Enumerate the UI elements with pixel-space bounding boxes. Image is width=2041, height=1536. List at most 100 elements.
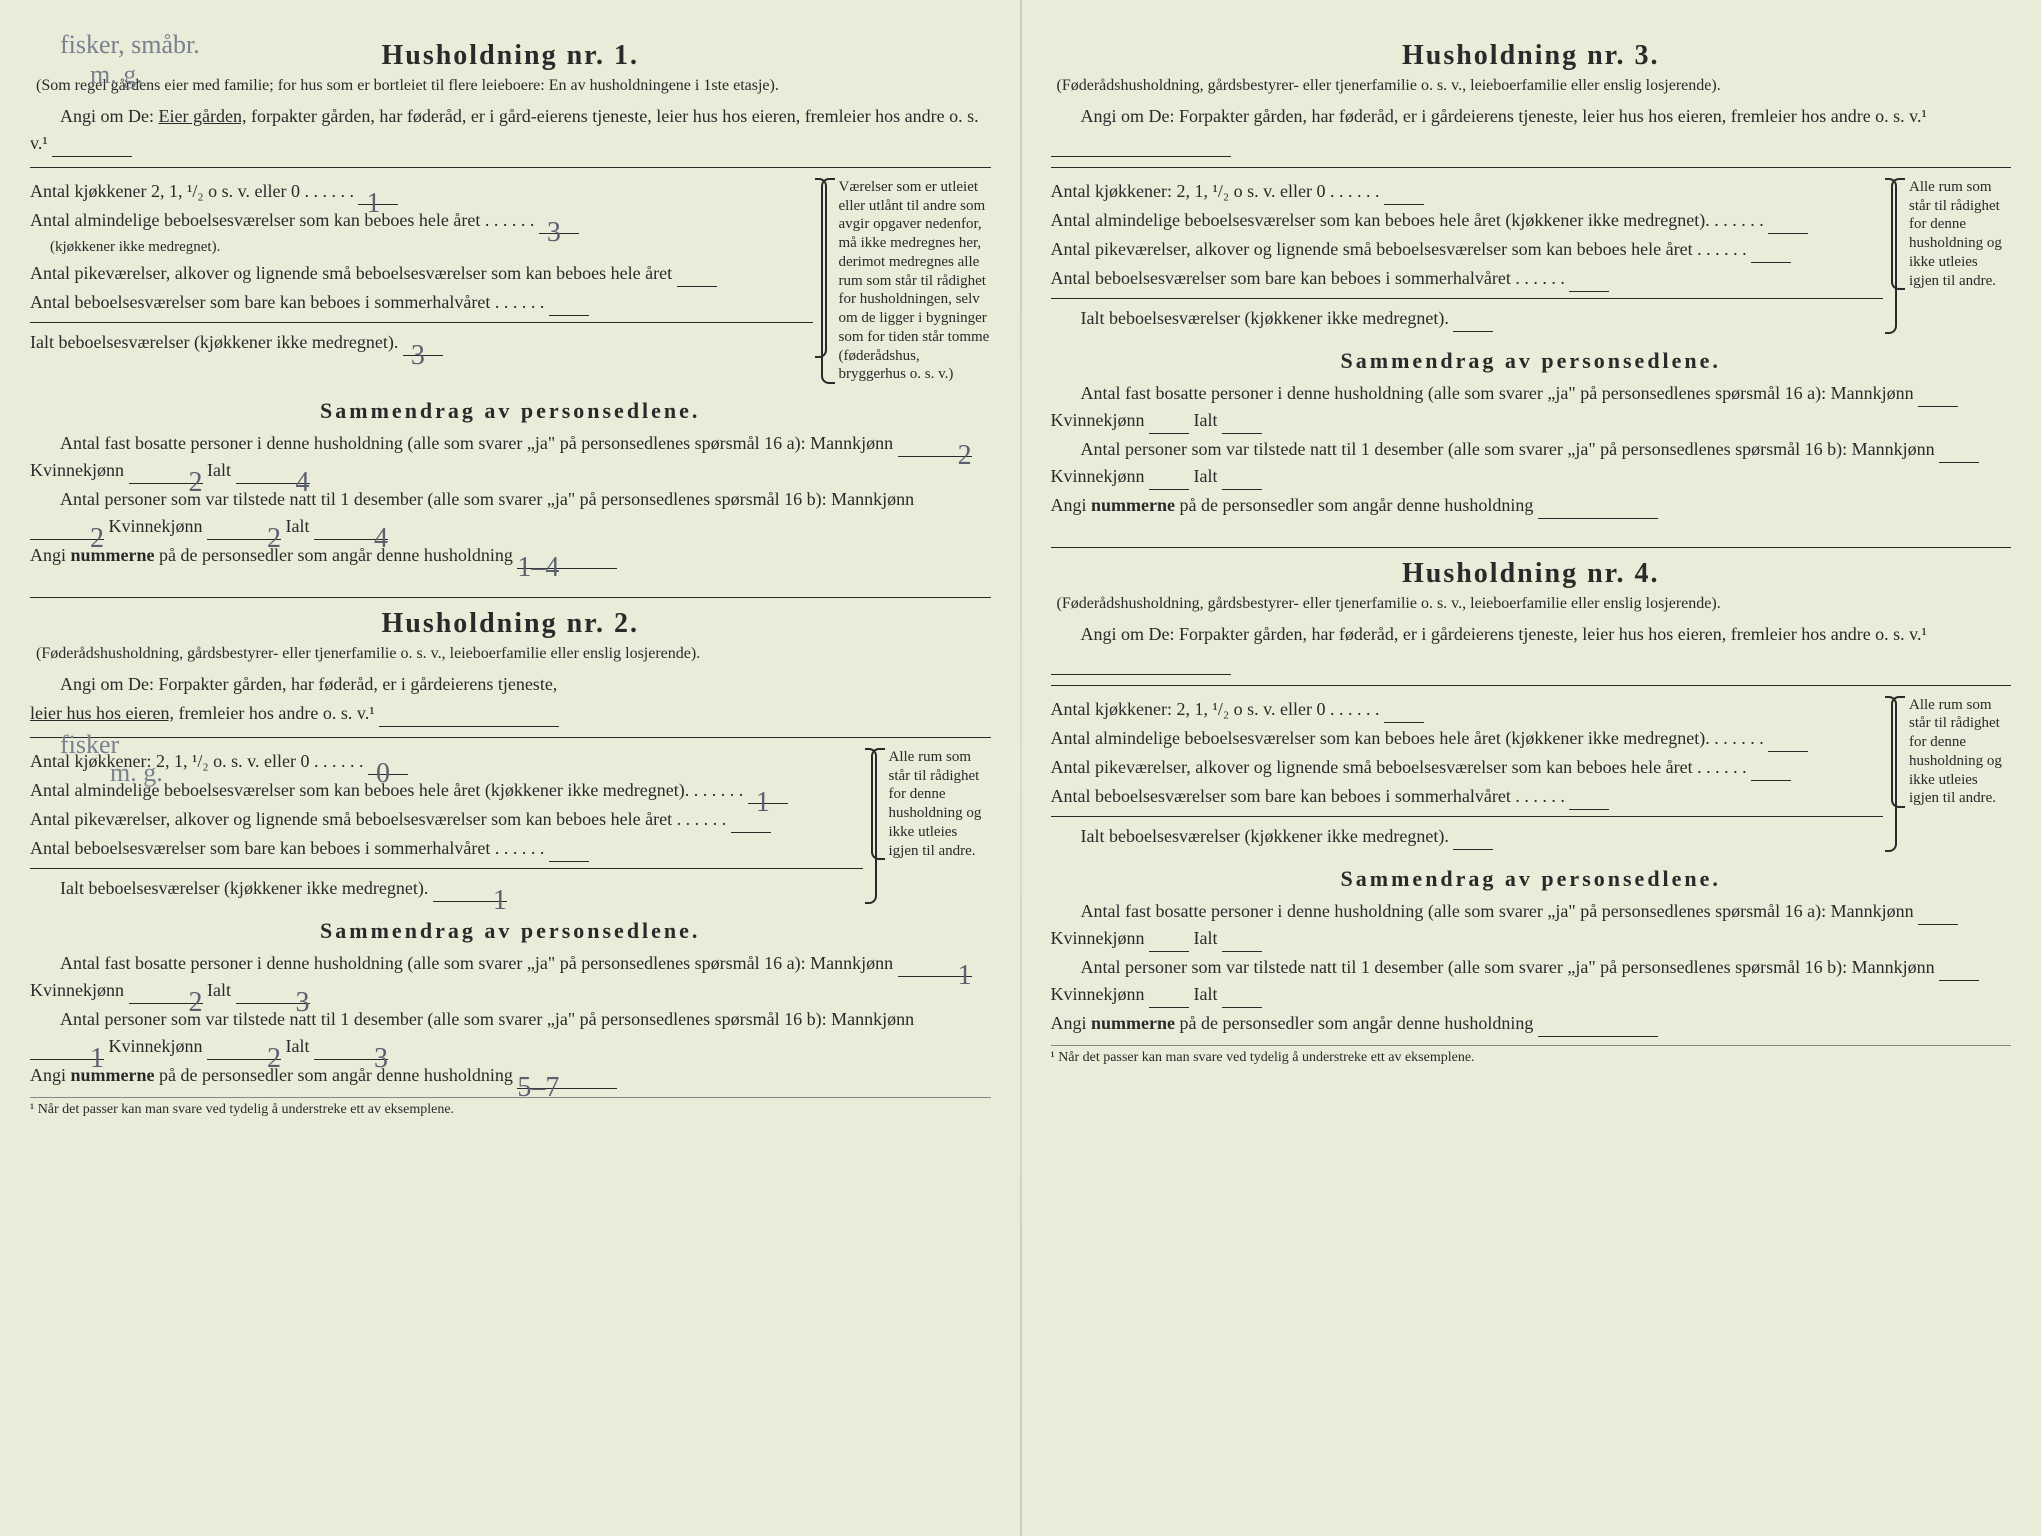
- h4-sum-b: Antal personer som var tilstede natt til…: [1051, 954, 2012, 1008]
- h2-sum-b-kl: Kvinnekjønn: [109, 1036, 203, 1056]
- h4-sum-a-il: Ialt: [1194, 928, 1218, 948]
- h4-nummer-label-pre: Angi: [1051, 1013, 1092, 1033]
- h1-nummer-label-pre: Angi: [30, 545, 71, 565]
- h2-angi-2: leier hus hos eieren, fremleier hos andr…: [30, 700, 991, 727]
- handwriting-h1-a: fisker, småbr.: [60, 30, 200, 60]
- page-fold: [1020, 0, 1022, 1536]
- h1-pike-label: Antal pikeværelser, alkover og lignende …: [30, 263, 672, 283]
- h2-almindelige: Antal almindelige beboelsesværelser som …: [30, 777, 863, 804]
- h2-ialt-label: Ialt beboelsesværelser (kjøkkener ikke m…: [60, 878, 428, 898]
- h4-nummer: Angi nummerne på de personsedler som ang…: [1051, 1010, 2012, 1037]
- h1-nummer-label-bold: nummerne: [71, 545, 155, 565]
- h2-nummer-value: 5–7: [517, 1067, 559, 1109]
- h1-sum-a-kl: Kvinnekjønn: [30, 460, 124, 480]
- h3-subtitle: (Føderådshusholdning, gårdsbestyrer- ell…: [1051, 76, 2012, 97]
- h4-nummer-label-post: på de personsedler som angår denne husho…: [1175, 1013, 1533, 1033]
- h2-nummer-label-post: på de personsedler som angår denne husho…: [155, 1065, 513, 1085]
- h2-ialt: Ialt beboelsesværelser (kjøkkener ikke m…: [30, 875, 863, 902]
- h4-title: Husholdning nr. 4.: [1051, 558, 2012, 590]
- h4-almindelige: Antal almindelige beboelsesværelser som …: [1051, 725, 1884, 752]
- h4-sum-a-kl: Kvinnekjønn: [1051, 928, 1145, 948]
- h3-sum-b-kl: Kvinnekjønn: [1051, 466, 1145, 486]
- h4-sum-b-kl: Kvinnekjønn: [1051, 984, 1145, 1004]
- right-column: Husholdning nr. 3. (Føderådshusholdning,…: [1051, 40, 2012, 1496]
- h1-pike: Antal pikeværelser, alkover og lignende …: [30, 260, 813, 287]
- household-4: Husholdning nr. 4. (Føderådshusholdning,…: [1051, 558, 2012, 1066]
- h2-pike: Antal pikeværelser, alkover og lignende …: [30, 806, 863, 833]
- h3-title: Husholdning nr. 3.: [1051, 40, 2012, 72]
- household-2: Husholdning nr. 2. (Føderådshusholdning,…: [30, 608, 991, 1118]
- h1-almindelige: Antal almindelige beboelsesværelser som …: [30, 207, 813, 234]
- h4-kjokkener-label: Antal kjøkkener: 2, 1, ¹/₂ o s. v. eller…: [1051, 699, 1326, 719]
- h1-angi-underline: Eier gården,: [159, 106, 247, 126]
- h3-sommer-label: Antal beboelsesværelser som bare kan beb…: [1051, 268, 1511, 288]
- h4-ialt: Ialt beboelsesværelser (kjøkkener ikke m…: [1051, 823, 1884, 850]
- h4-summary-title: Sammendrag av personsedlene.: [1051, 866, 2012, 892]
- h3-nummer-label-post: på de personsedler som angår denne husho…: [1175, 495, 1533, 515]
- h3-side-note: Alle rum som står til rådighet for denne…: [1891, 178, 2011, 291]
- h1-almindelige-label: Antal almindelige beboelsesværelser som …: [30, 210, 480, 230]
- h4-pike-label: Antal pikeværelser, alkover og lignende …: [1051, 757, 1693, 777]
- h1-kjokkener-label: Antal kjøkkener 2, 1, ¹/₂ o s. v. eller …: [30, 181, 300, 201]
- h2-angi-rest: fremleier hos andre o. s. v.¹: [178, 703, 374, 723]
- h1-sommer-label: Antal beboelsesværelser som bare kan beb…: [30, 292, 490, 312]
- h1-kjokkener: Antal kjøkkener 2, 1, ¹/₂ o s. v. eller …: [30, 178, 813, 205]
- h2-angi-underline: leier hus hos eieren,: [30, 703, 174, 723]
- h3-side-note-text: Alle rum som står til rådighet for denne…: [1909, 179, 2002, 289]
- h4-ialt-label: Ialt beboelsesværelser (kjøkkener ikke m…: [1081, 826, 1449, 846]
- h3-kjokkener-label: Antal kjøkkener: 2, 1, ¹/₂ o s. v. eller…: [1051, 181, 1326, 201]
- h2-sum-b: Antal personer som var tilstede natt til…: [30, 1006, 991, 1060]
- h4-sommer-label: Antal beboelsesværelser som bare kan beb…: [1051, 786, 1511, 806]
- h4-nummer-label-bold: nummerne: [1091, 1013, 1175, 1033]
- h1-almindelige-value: 3: [539, 212, 569, 254]
- household-3: Husholdning nr. 3. (Føderådshusholdning,…: [1051, 40, 2012, 519]
- h2-kjokkener-label: Antal kjøkkener: 2, 1, ¹/₂ o. s. v. elle…: [30, 751, 309, 771]
- h4-side-note-text: Alle rum som står til rådighet for denne…: [1909, 697, 2002, 807]
- h4-pike: Antal pikeværelser, alkover og lignende …: [1051, 754, 1884, 781]
- h2-rooms-block: Antal kjøkkener: 2, 1, ¹/₂ o. s. v. elle…: [30, 748, 991, 904]
- h3-sum-a-il: Ialt: [1194, 410, 1218, 430]
- h4-side-note: Alle rum som står til rådighet for denne…: [1891, 696, 2011, 809]
- h1-sum-b: Antal personer som var tilstede natt til…: [30, 486, 991, 540]
- right-footnote: ¹ Når det passer kan man svare ved tydel…: [1051, 1045, 2012, 1066]
- h3-almindelige: Antal almindelige beboelsesværelser som …: [1051, 207, 1884, 234]
- h2-summary-title: Sammendrag av personsedlene.: [30, 918, 991, 944]
- h1-side-note: Værelser som er utleiet eller utlånt til…: [821, 178, 991, 384]
- h2-nummer-label-bold: nummerne: [71, 1065, 155, 1085]
- h3-nummer-label-bold: nummerne: [1091, 495, 1175, 515]
- h1-angi-label: Angi om De:: [60, 106, 154, 126]
- h3-sum-a: Antal fast bosatte personer i denne hush…: [1051, 380, 2012, 434]
- h2-sum-a-il: Ialt: [207, 980, 231, 1000]
- h3-kjokkener: Antal kjøkkener: 2, 1, ¹/₂ o s. v. eller…: [1051, 178, 1884, 205]
- h2-angi: Angi om De: Forpakter gården, har føderå…: [30, 671, 991, 698]
- h2-angi-label: Angi om De: Forpakter gården, har føderå…: [60, 674, 557, 694]
- h2-nummer: Angi nummerne på de personsedler som ang…: [30, 1062, 991, 1089]
- h3-nummer: Angi nummerne på de personsedler som ang…: [1051, 492, 2012, 519]
- h1-nummer-label-post: på de personsedler som angår denne husho…: [155, 545, 513, 565]
- h2-side-note: Alle rum som står til rådighet for denne…: [871, 748, 991, 861]
- h2-almindelige-label: Antal almindelige beboelsesværelser som …: [30, 780, 689, 800]
- h2-sum-a-kl: Kvinnekjønn: [30, 980, 124, 1000]
- h1-sum-b-il: Ialt: [286, 516, 310, 536]
- h1-subtitle: (Som regel gårdens eier med familie; for…: [30, 76, 991, 97]
- h4-sum-b-il: Ialt: [1194, 984, 1218, 1004]
- h1-ialt: Ialt beboelsesværelser (kjøkkener ikke m…: [30, 329, 813, 356]
- h4-almindelige-label: Antal almindelige beboelsesværelser som …: [1051, 728, 1710, 748]
- h1-rooms-block: Antal kjøkkener 2, 1, ¹/₂ o s. v. eller …: [30, 178, 991, 384]
- h2-subtitle: (Føderådshusholdning, gårdsbestyrer- ell…: [30, 644, 991, 665]
- h3-sum-b-il: Ialt: [1194, 466, 1218, 486]
- h3-ialt-label: Ialt beboelsesværelser (kjøkkener ikke m…: [1081, 308, 1449, 328]
- h4-sum-a-pre: Antal fast bosatte personer i denne hush…: [1081, 901, 1914, 921]
- h2-sum-a-pre: Antal fast bosatte personer i denne hush…: [60, 953, 893, 973]
- h4-subtitle: (Føderådshusholdning, gårdsbestyrer- ell…: [1051, 594, 2012, 615]
- left-footnote: ¹ Når det passer kan man svare ved tydel…: [30, 1097, 991, 1118]
- h3-nummer-label-pre: Angi: [1051, 495, 1092, 515]
- h2-ialt-value: 1: [463, 880, 507, 922]
- h2-sum-b-il: Ialt: [286, 1036, 310, 1056]
- h3-sum-a-kl: Kvinnekjønn: [1051, 410, 1145, 430]
- handwriting-h1-b: m. g.: [90, 60, 143, 90]
- h3-angi: Angi om De: Forpakter gården, har føderå…: [1051, 103, 2012, 157]
- h2-sommer: Antal beboelsesværelser som bare kan beb…: [30, 835, 863, 862]
- h2-pike-label: Antal pikeværelser, alkover og lignende …: [30, 809, 672, 829]
- h3-sommer: Antal beboelsesværelser som bare kan beb…: [1051, 265, 1884, 292]
